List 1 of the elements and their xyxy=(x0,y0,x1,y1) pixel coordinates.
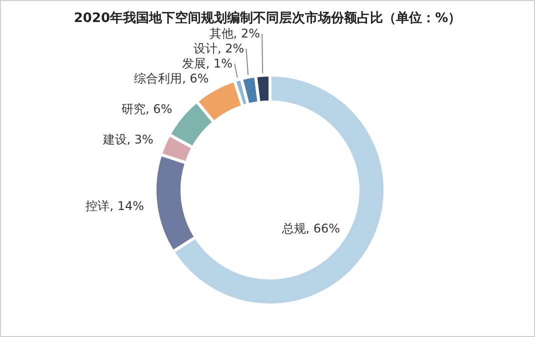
title: 2020年我国地下空间规划编制不同层次市场份额占比（单位：%） xyxy=(74,11,462,26)
